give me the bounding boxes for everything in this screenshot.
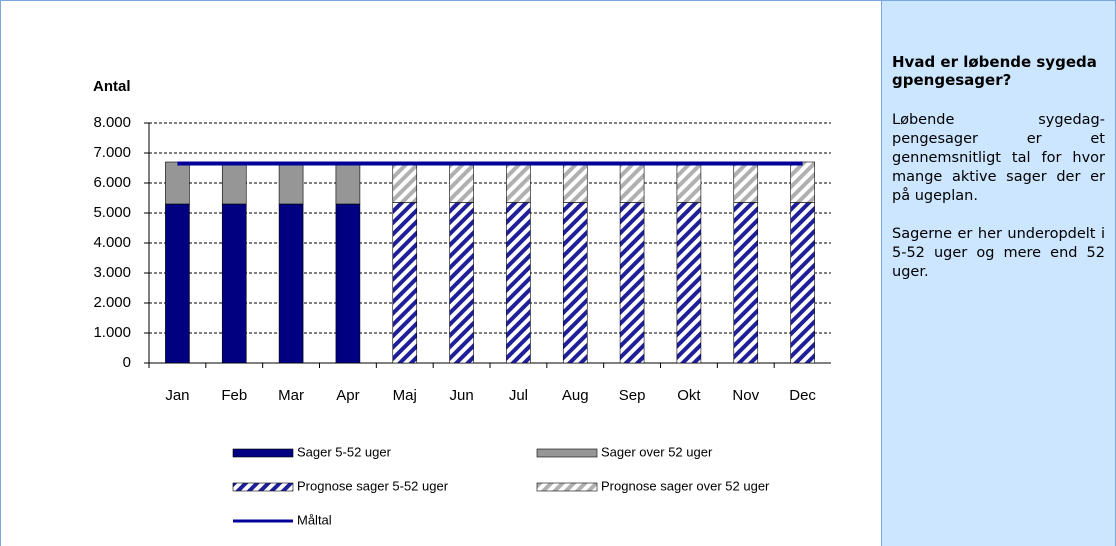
y-tick-label: 4.000 bbox=[93, 234, 131, 251]
y-tick-label: 8.000 bbox=[93, 114, 131, 131]
y-tick-label: 6.000 bbox=[93, 174, 131, 191]
y-tick-label: 5.000 bbox=[93, 204, 131, 221]
x-tick-label: Apr bbox=[336, 387, 359, 404]
panel-paragraph: Løbende sygedag-pengesager er et gennems… bbox=[892, 112, 1105, 204]
legend-label: Prognose sager over 52 uger bbox=[601, 478, 770, 493]
bar-segment bbox=[449, 202, 474, 364]
y-tick-label: 1.000 bbox=[93, 324, 131, 341]
y-tick-label: 2.000 bbox=[93, 294, 131, 311]
panel-title: Hvad er løbende sygedagpengesager? bbox=[892, 53, 1097, 89]
x-tick-label: Sep bbox=[619, 387, 646, 404]
legend-swatch bbox=[536, 482, 598, 492]
bar-segment bbox=[790, 202, 815, 364]
bar-segment bbox=[221, 161, 247, 205]
bar-segment bbox=[790, 161, 815, 203]
bar-segment bbox=[392, 161, 418, 203]
legend-label: Måltal bbox=[297, 512, 332, 527]
y-tick-label: 7.000 bbox=[93, 144, 131, 161]
legend-swatch bbox=[232, 482, 294, 492]
x-tick-label: Jul bbox=[509, 387, 528, 404]
x-tick-label: Jan bbox=[165, 387, 189, 404]
bar-segment bbox=[221, 203, 247, 364]
bar-segment bbox=[165, 161, 190, 205]
bar-segment bbox=[733, 161, 759, 203]
bar-segment bbox=[733, 202, 759, 364]
legend-label: Prognose sager 5-52 uger bbox=[297, 478, 449, 493]
bar-segment bbox=[562, 161, 588, 203]
x-tick-label: Jun bbox=[449, 387, 473, 404]
bar-segment bbox=[449, 161, 474, 203]
panel-paragraph: Sagerne er her underopdelt i 5-52 uger o… bbox=[892, 226, 1105, 280]
legend-label: Sager over 52 uger bbox=[601, 444, 713, 459]
bar-segment bbox=[562, 202, 588, 364]
bar-segment bbox=[676, 202, 702, 364]
y-tick-label: 0 bbox=[123, 354, 131, 371]
bar-segment bbox=[335, 161, 361, 205]
bar-segment bbox=[335, 203, 361, 364]
y-axis-label: Antal bbox=[93, 78, 131, 95]
x-tick-label: Nov bbox=[732, 387, 759, 404]
x-tick-label: Feb bbox=[221, 387, 247, 404]
x-tick-label: Aug bbox=[562, 387, 589, 404]
legend-label: Sager 5-52 uger bbox=[297, 444, 392, 459]
legend-swatch bbox=[536, 448, 598, 458]
bar-segment bbox=[619, 161, 645, 203]
y-tick-label: 3.000 bbox=[93, 264, 131, 281]
x-tick-label: Okt bbox=[677, 387, 701, 404]
bar-segment bbox=[278, 161, 304, 205]
bar-segment bbox=[619, 202, 645, 364]
bar-segment bbox=[506, 202, 531, 364]
chart: Antal 0 1.000 2.000 3.000 4.000 5.000 6.000 7.0… bbox=[93, 78, 831, 527]
bar-segment bbox=[676, 161, 702, 203]
x-tick-label: Mar bbox=[278, 387, 304, 404]
bar-segment bbox=[506, 161, 531, 203]
bar-segment bbox=[392, 202, 418, 364]
x-tick-label: Dec bbox=[789, 387, 816, 404]
info-panel: Hvad er løbende sygedagpengesager? Løben… bbox=[881, 1, 1115, 546]
bar-segment bbox=[165, 203, 190, 364]
bar-segment bbox=[278, 203, 304, 364]
x-tick-label: Maj bbox=[393, 387, 417, 404]
legend-swatch bbox=[232, 448, 294, 458]
